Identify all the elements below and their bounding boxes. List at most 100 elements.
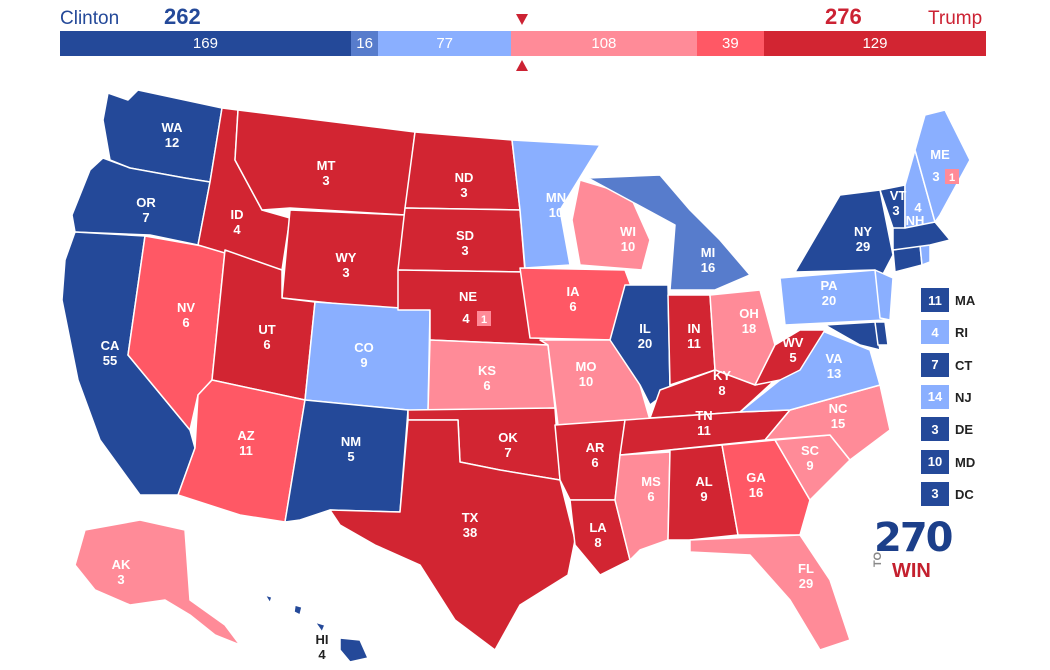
state-ev-NH: 4 (914, 200, 922, 215)
tally-segment-1: 16 (350, 31, 379, 56)
state-OR[interactable] (71, 157, 211, 246)
state-ev-AL: 9 (700, 489, 707, 504)
state-label-LA: LA (589, 520, 607, 535)
state-ev-ME: 3 (932, 169, 939, 184)
state-ev-VT: 3 (892, 203, 899, 218)
state-ev-MO: 10 (579, 374, 593, 389)
small-state-label-ct: CT (955, 357, 973, 373)
state-LA[interactable] (569, 499, 631, 576)
ne-district-ev: 1 (481, 314, 487, 326)
logo-number: 270 (874, 515, 953, 561)
left-candidate-name: Clinton (60, 8, 120, 29)
ev-tally-bar: 169 16 77 108 39 129 (60, 31, 986, 56)
ne-district-box (477, 311, 491, 326)
state-IL[interactable] (609, 284, 671, 406)
state-ev-MT: 3 (322, 173, 329, 188)
small-state-box-de[interactable]: 3 (921, 417, 949, 442)
right-candidate-name: Trump (928, 8, 983, 29)
state-label-OK: OK (498, 430, 518, 445)
majority-marker-bottom (516, 60, 528, 71)
me-district-ev: 1 (949, 172, 955, 184)
small-state-box-ct[interactable]: 7 (921, 352, 949, 377)
state-label-IL: IL (639, 321, 651, 336)
state-ev-OR: 7 (142, 210, 149, 225)
state-label-WV: WV (783, 335, 804, 350)
small-state-box-dc[interactable]: 3 (921, 481, 949, 506)
state-ev-WY: 3 (342, 265, 349, 280)
state-ev-SD: 3 (461, 243, 468, 258)
state-ev-NM: 5 (347, 449, 354, 464)
state-RI[interactable] (919, 244, 931, 266)
state-ev-WA: 12 (165, 135, 179, 150)
state-ev-KY: 8 (718, 383, 725, 398)
state-label-NM: NM (341, 434, 361, 449)
logo-win: WIN (892, 560, 931, 582)
tally-segment-0: 169 (60, 31, 351, 56)
state-ev-MI: 16 (701, 260, 715, 275)
state-ev-VA: 13 (827, 366, 841, 381)
state-NJ[interactable] (874, 269, 894, 321)
state-ev-UT: 6 (263, 337, 270, 352)
state-AR[interactable] (554, 419, 626, 501)
state-label-KY: KY (713, 368, 731, 383)
state-ev-OK: 7 (504, 445, 511, 460)
state-ev-PA: 20 (822, 293, 836, 308)
small-state-box-ri[interactable]: 4 (921, 320, 949, 345)
state-ev-KS: 6 (483, 378, 490, 393)
state-label-IA: IA (567, 284, 581, 299)
state-label-OR: OR (136, 195, 156, 210)
state-MN[interactable] (511, 139, 601, 269)
state-PA[interactable] (779, 269, 886, 326)
state-label-MS: MS (641, 474, 661, 489)
state-label-ME: ME (930, 147, 950, 162)
state-ev-GA: 16 (749, 485, 763, 500)
state-ev-MS: 6 (647, 489, 654, 504)
state-ev-ND: 3 (460, 185, 467, 200)
state-ev-NE: 4 (462, 311, 470, 326)
state-DE[interactable] (874, 321, 889, 346)
state-label-HI: HI (316, 632, 329, 647)
small-state-box-ma[interactable]: 11 (921, 288, 949, 312)
state-label-MI: MI (701, 245, 715, 260)
state-MD[interactable] (824, 321, 881, 351)
state-ev-HI: 4 (318, 647, 326, 662)
small-state-box-md[interactable]: 10 (921, 449, 949, 474)
state-ev-FL: 29 (799, 576, 813, 591)
state-ev-AK: 3 (117, 572, 124, 587)
state-label-ID: ID (231, 207, 244, 222)
state-ME[interactable] (914, 109, 971, 223)
state-label-GA: GA (746, 470, 766, 485)
state-ev-TN: 11 (697, 423, 711, 438)
state-ev-ID: 4 (233, 222, 241, 237)
state-label-WI: WI (620, 224, 636, 239)
small-state-box-nj[interactable]: 14 (921, 384, 949, 409)
state-label-CO: CO (354, 340, 374, 355)
state-AL[interactable] (667, 444, 739, 541)
state-label-WY: WY (336, 250, 357, 265)
state-label-MN: MN (546, 190, 566, 205)
state-label-VA: VA (825, 351, 843, 366)
state-FL[interactable] (689, 534, 851, 651)
state-label-FL: FL (798, 561, 814, 576)
logo-to: TO (872, 551, 884, 567)
state-ev-TX: 38 (463, 525, 477, 540)
small-state-label-ri: RI (955, 325, 968, 341)
state-AK[interactable] (74, 519, 241, 646)
state-WV[interactable] (754, 329, 826, 386)
270towin-logo[interactable]: 270 TO WIN (872, 515, 953, 585)
small-state-label-md: MD (955, 454, 976, 470)
state-label-OH: OH (739, 306, 759, 321)
state-ev-NC: 15 (831, 416, 845, 431)
state-MI[interactable] (587, 174, 751, 291)
state-ev-OH: 18 (742, 321, 756, 336)
state-TX[interactable] (329, 419, 576, 651)
state-label-AR: AR (586, 440, 605, 455)
state-label-MT: MT (317, 158, 336, 173)
state-ev-SC: 9 (806, 458, 813, 473)
state-NY[interactable] (794, 189, 894, 281)
state-labels: WA 12 OR 7 CA 55 NV 6 ID 4 MT 3 WY 3 UT … (101, 120, 959, 662)
right-candidate-total: 276 (825, 4, 862, 29)
state-HI[interactable] (264, 594, 369, 663)
small-state-label-ma: MA (955, 293, 976, 308)
